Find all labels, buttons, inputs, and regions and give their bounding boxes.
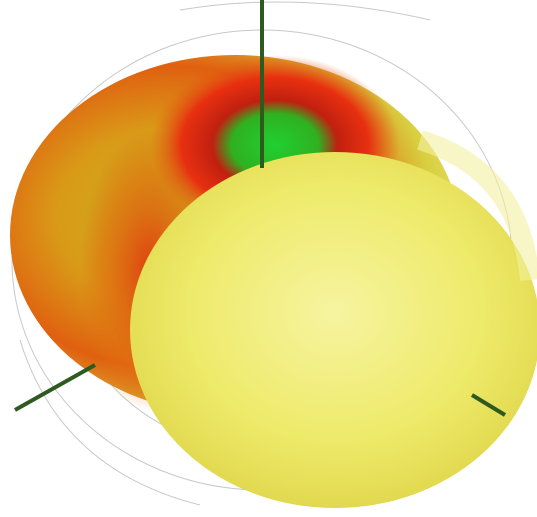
pattern-surface bbox=[10, 55, 537, 508]
axes bbox=[14, 0, 507, 417]
